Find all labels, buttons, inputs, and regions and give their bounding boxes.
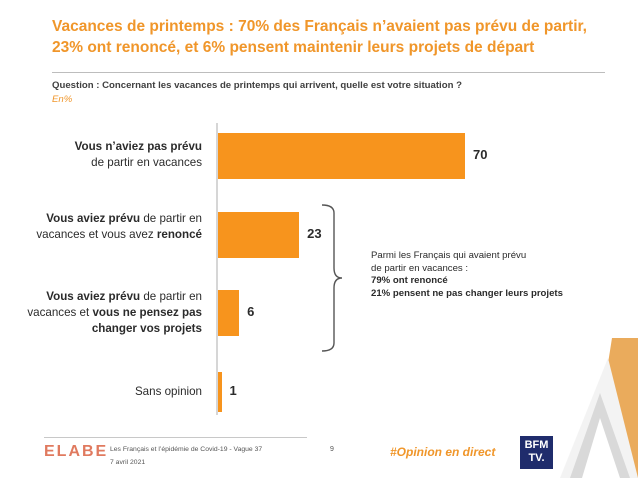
slide-title: Vacances de printemps : 70% des Français… xyxy=(52,18,587,56)
annotation-line-1: Parmi les Français qui avaient prévu xyxy=(371,250,527,261)
question-text: Question : Concernant les vacances de pr… xyxy=(52,80,462,91)
bar-value-label-3: 6 xyxy=(247,304,255,319)
bracket-icon xyxy=(321,204,343,352)
hashtag-label: #Opinion en direct xyxy=(390,445,496,459)
decorative-triangle-icon xyxy=(560,338,638,478)
category-label-2-mid: de partir en vacances et vous avez xyxy=(36,212,202,241)
bar-value-label-2: 23 xyxy=(307,226,322,241)
category-label-2-bold: Vous aviez prévu xyxy=(46,212,141,225)
category-label-3: Vous aviez prévu de partir en vacances e… xyxy=(12,289,202,337)
bfmtv-logo: BFM TV. xyxy=(520,436,553,469)
category-label-1-rest: de partir en vacances xyxy=(91,156,202,169)
category-label-2: Vous aviez prévu de partir en vacances e… xyxy=(12,211,202,243)
page-number: 9 xyxy=(330,446,334,453)
bar-4 xyxy=(218,372,222,412)
title-divider xyxy=(52,72,605,73)
category-label-4: Sans opinion xyxy=(134,385,202,398)
bfmtv-logo-line1: BFM xyxy=(524,439,549,451)
category-label-3-bold: Vous aviez prévu xyxy=(46,290,141,303)
bar-2 xyxy=(218,212,300,258)
annotation-line-2: de partir en vacances : xyxy=(371,262,469,274)
annotation-line-3: 79% ont renoncé xyxy=(371,275,448,286)
category-label-1-bold: Vous n’aviez pas prévu xyxy=(74,140,202,153)
bfmtv-logo-line2: TV. xyxy=(528,452,545,464)
bar-3 xyxy=(218,290,240,336)
unit-label: En% xyxy=(52,94,73,105)
category-label-3-mid: de partir en vacances et xyxy=(27,290,202,319)
category-label-3-bold2: vous ne pensez pas changer vos projets xyxy=(91,306,202,335)
category-label-1: Vous n’aviez pas prévu de partir en vaca… xyxy=(12,139,202,171)
category-label-2-bold2: renoncé xyxy=(156,228,202,241)
footer-source: Les Français et l’épidémie de Covid-19 -… xyxy=(110,446,263,453)
bar-1 xyxy=(218,133,465,179)
footer-divider xyxy=(44,437,307,438)
bar-value-label-4: 1 xyxy=(229,383,237,398)
annotation-line-4: 21% pensent ne pas changer leurs projets xyxy=(371,287,563,299)
chart-axis xyxy=(216,123,218,415)
annotation-note: Parmi les Français qui avaient prévu de … xyxy=(371,250,563,300)
elabe-logo: ELABE xyxy=(44,443,109,460)
footer-date: 7 avril 2021 xyxy=(110,459,146,466)
bar-value-label-1: 70 xyxy=(473,147,488,162)
